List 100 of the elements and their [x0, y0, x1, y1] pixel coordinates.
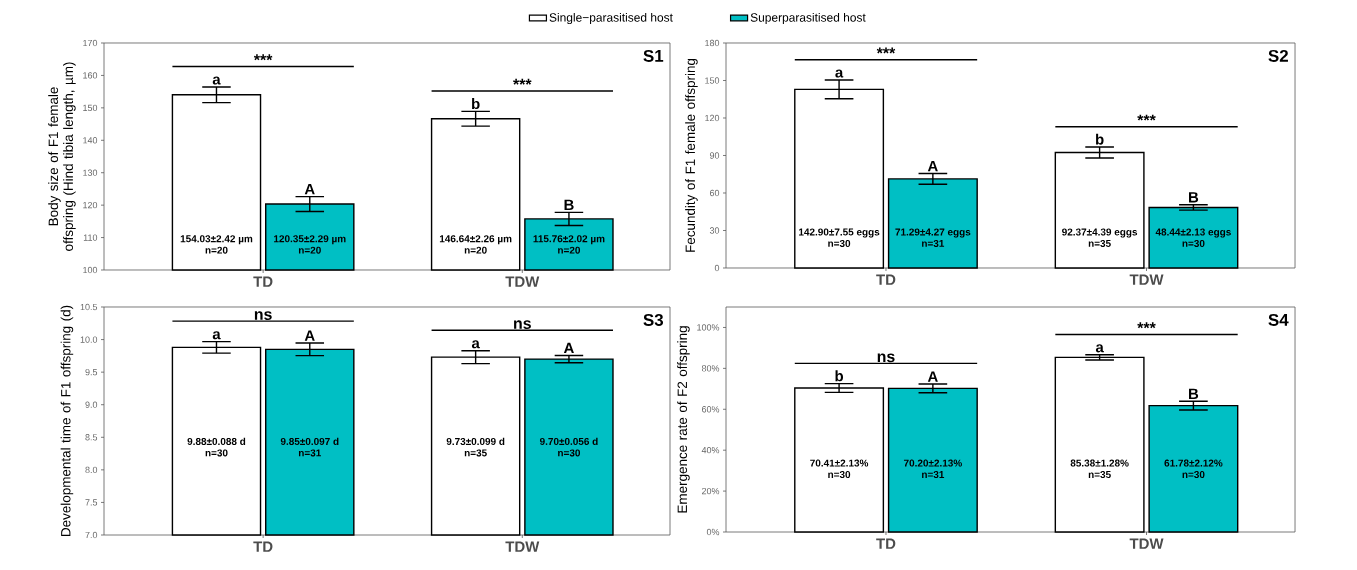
annotation: ns	[254, 311, 272, 320]
annotation: B	[564, 199, 574, 210]
annotation: A	[563, 342, 574, 354]
y-tick-label: 160	[83, 72, 98, 79]
chart-title: S1	[643, 49, 664, 62]
x-tick-label: TDW	[505, 276, 540, 287]
bar	[1148, 206, 1239, 269]
y-tick-label: 40%	[701, 447, 720, 454]
y-tick-label: 150	[705, 77, 720, 84]
annotation: A	[304, 330, 315, 341]
data-label: 9.70±0.056 d	[539, 437, 598, 445]
legend-label: Superparasitised host	[750, 12, 866, 25]
annotation: a	[212, 76, 221, 85]
chart-title: S2	[1268, 49, 1288, 62]
bar	[1148, 404, 1239, 533]
y-tick-label: 20%	[702, 487, 720, 495]
y-tick-label: 100	[83, 266, 98, 274]
data-label: 70.41±2.13%	[810, 459, 869, 467]
annotation: n=31	[922, 239, 945, 247]
y-tick-label: 10.0	[80, 336, 98, 343]
annotation: n=31	[298, 449, 321, 457]
annotation: ***	[876, 47, 896, 54]
annotation: n=20	[298, 246, 321, 254]
annotation: n=30	[828, 239, 851, 247]
y-tick-label: 30	[709, 227, 720, 234]
bar	[1054, 356, 1145, 533]
data-label: 9.88±0.088 d	[187, 437, 246, 445]
annotation: b	[1096, 133, 1104, 145]
y-tick-label: 60	[709, 189, 720, 197]
y-tick-label: 180	[705, 39, 720, 47]
annotation: ***	[253, 54, 273, 61]
y-tick-label: 8.5	[85, 434, 98, 441]
annotation: n=20	[205, 246, 228, 254]
y-tick-label: 100%	[697, 324, 720, 331]
bar	[794, 387, 885, 533]
y-tick-label: 110	[83, 234, 98, 241]
y-tick-label: 80%	[701, 365, 720, 372]
annotation: n=30	[205, 449, 228, 457]
annotation: n=35	[1088, 239, 1111, 247]
legend-label: Single−parasitised host	[549, 12, 673, 25]
x-tick-label: TD	[876, 538, 896, 549]
annotation: n=30	[828, 471, 851, 479]
y-tick-label: 130	[83, 169, 98, 176]
y-tick-label: 170	[83, 39, 98, 47]
annotation: ***	[513, 78, 532, 85]
annotation: a	[1095, 344, 1104, 353]
annotation: A	[927, 160, 938, 172]
annotation: n=20	[464, 246, 487, 254]
annotation: A	[304, 183, 315, 195]
annotation: B	[1189, 388, 1199, 399]
y-tick-label: 10.5	[80, 303, 98, 311]
x-tick-label: TD	[876, 274, 896, 285]
y-tick-label: 150	[83, 104, 98, 112]
data-label: 142.90±7.55 eggs	[799, 228, 880, 238]
data-label: 92.37±4.39 eggs	[1062, 228, 1138, 238]
chart-title: S3	[643, 313, 664, 326]
x-tick-label: TD	[253, 276, 273, 287]
annotation: b	[472, 98, 480, 110]
data-label: 61.78±2.12%	[1164, 459, 1223, 467]
data-label: 9.85±0.097 d	[280, 437, 339, 445]
y-tick-label: 90	[709, 152, 720, 159]
data-label: 146.64±2.26 µm	[439, 235, 512, 245]
annotation: n=35	[1088, 471, 1111, 479]
x-tick-label: TDW	[505, 541, 540, 552]
annotation: ns	[514, 320, 531, 329]
data-label: 115.76±2.02 µm	[533, 235, 605, 245]
y-tick-label: 140	[83, 137, 98, 144]
y-tick-label: 120	[83, 201, 98, 209]
x-tick-label: TDW	[1129, 538, 1164, 549]
annotation: ***	[1137, 114, 1156, 121]
bar	[887, 387, 978, 533]
annotation: n=30	[558, 449, 581, 457]
y-axis-title: Body size of F1 female offspring (Hind tibia length, µm)	[48, 62, 76, 251]
chart-title: S4	[1268, 313, 1289, 326]
y-tick-label: 0%	[706, 528, 720, 536]
annotation: n=30	[1182, 471, 1205, 479]
x-tick-label: TD	[253, 541, 273, 552]
annotation: B	[1189, 192, 1199, 203]
y-tick-label: 60%	[702, 406, 720, 413]
y-axis-title: Developmental time of F1 offspring (d)	[60, 305, 74, 536]
y-tick-label: 8.0	[85, 466, 98, 474]
data-label: 48.44±2.13 eggs	[1155, 228, 1231, 238]
data-label: 85.38±1.28%	[1070, 459, 1129, 467]
annotation: a	[471, 340, 480, 349]
data-label: 154.03±2.42 µm	[180, 235, 253, 245]
y-tick-label: 9.5	[85, 368, 98, 376]
x-tick-label: TDW	[1129, 274, 1164, 285]
annotation: ns	[877, 353, 895, 363]
y-axis-title: Emergence rate of F2 offspring	[677, 326, 690, 513]
annotation: ***	[1137, 322, 1156, 329]
annotation: n=20	[558, 246, 581, 254]
y-tick-label: 9.0	[85, 401, 98, 408]
data-label: 9.73±0.099 d	[446, 437, 505, 445]
y-axis-title: Fecundity of F1 female offspring	[685, 58, 698, 252]
y-tick-label: 7.0	[85, 531, 98, 539]
annotation: a	[835, 69, 844, 78]
annotation: a	[212, 331, 221, 340]
annotation: n=35	[464, 449, 487, 457]
y-tick-label: 0	[714, 264, 720, 272]
y-tick-label: 120	[705, 114, 720, 122]
